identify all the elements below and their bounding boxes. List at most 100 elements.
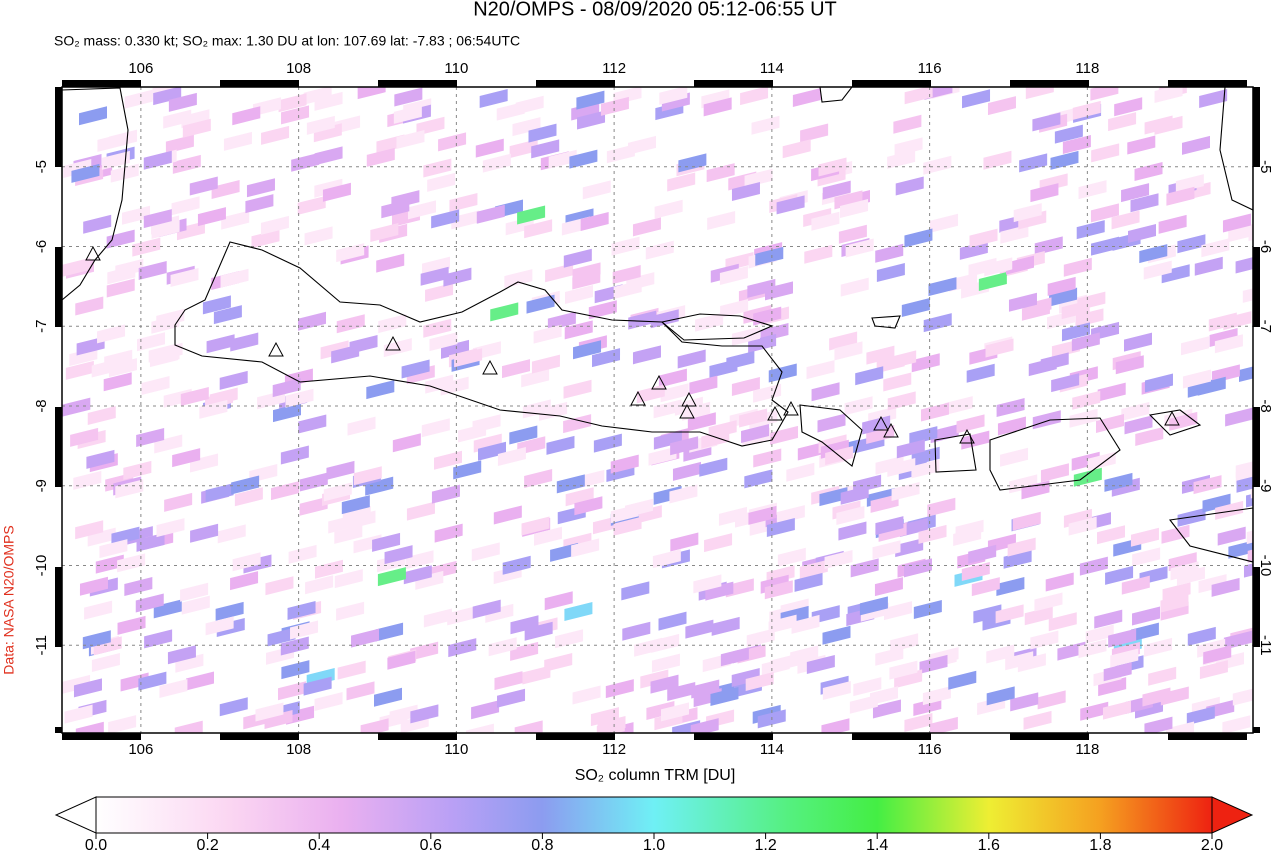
data-pixel <box>415 570 444 590</box>
x-tick-label: 106 <box>128 60 153 77</box>
volcano-marker <box>883 422 899 438</box>
x-tick-label: 112 <box>602 60 626 77</box>
frame-bar <box>55 727 62 733</box>
data-pixel <box>448 638 477 658</box>
data-pixel <box>1115 355 1144 375</box>
data-pixel <box>101 150 130 170</box>
data-pixel <box>1108 628 1137 648</box>
data-pixel <box>63 158 92 178</box>
data-pixel <box>806 655 835 675</box>
data-pixel <box>1028 357 1057 377</box>
data-pixel <box>517 205 546 225</box>
data-pixel <box>1050 150 1079 170</box>
data-pixel <box>326 460 355 480</box>
data-pixel <box>838 224 867 244</box>
data-pixel <box>353 534 382 554</box>
data-pixel <box>136 532 165 552</box>
data-pixel <box>720 299 749 319</box>
data-pixel <box>406 501 435 521</box>
data-pixel <box>512 117 541 137</box>
data-pixel <box>298 311 327 331</box>
data-pixel <box>510 615 539 635</box>
data-pixel <box>1215 500 1244 520</box>
data-pixel <box>314 691 343 711</box>
data-pixel <box>488 637 517 657</box>
data-pixel <box>91 652 120 672</box>
data-pixel <box>610 504 639 524</box>
data-pixel <box>1134 161 1163 181</box>
data-pixel <box>106 278 135 298</box>
y-tick-label: -11 <box>1257 635 1272 656</box>
coastline <box>871 315 901 329</box>
data-pixel <box>246 178 275 198</box>
data-pixel <box>1025 87 1054 100</box>
data-pixel <box>1063 257 1092 277</box>
data-pixel <box>375 622 404 642</box>
data-pixel <box>563 379 592 399</box>
data-pixel <box>563 248 592 268</box>
data-pixel <box>711 616 740 636</box>
data-pixel <box>539 401 568 421</box>
data-pixel <box>322 182 351 202</box>
data-pixel <box>966 363 995 383</box>
frame-bar <box>55 247 62 327</box>
data-pixel <box>1130 527 1159 547</box>
data-pixel <box>524 219 553 239</box>
coastlines <box>62 87 1253 563</box>
data-pixel <box>634 637 663 657</box>
data-pixel <box>1144 637 1173 657</box>
x-tick-label: 106 <box>128 741 153 758</box>
data-pixel <box>565 285 594 305</box>
x-tick-label: 116 <box>918 741 942 758</box>
volcano-marker <box>651 374 667 390</box>
frame-bar <box>536 733 615 740</box>
data-pixel <box>1223 630 1252 650</box>
data-pixel <box>423 318 452 338</box>
data-pixel <box>1203 645 1232 665</box>
data-pixel <box>153 599 182 619</box>
data-pixel <box>986 686 1015 706</box>
volcano-marker <box>681 391 697 407</box>
data-pixel <box>645 240 674 260</box>
data-pixel <box>768 363 797 383</box>
y-tick-label: -9 <box>33 479 50 492</box>
data-pixel <box>866 345 895 365</box>
data-pixel <box>747 278 776 298</box>
data-pixel <box>502 555 531 575</box>
data-pixel <box>811 211 840 231</box>
data-pixel <box>1005 651 1034 671</box>
data-pixel <box>806 360 835 380</box>
data-pixel <box>887 149 916 169</box>
data-pixel <box>544 591 573 611</box>
colorbar-over <box>1211 796 1254 834</box>
data-pixel <box>255 702 284 722</box>
data-pixel <box>853 677 882 697</box>
data-pixel <box>1123 332 1152 352</box>
data-pixel <box>1158 214 1187 234</box>
data-pixel <box>232 106 261 126</box>
x-tick-label: 114 <box>760 60 784 77</box>
data-pixel <box>876 354 905 374</box>
data-pixel <box>232 552 261 572</box>
data-pixel <box>1072 390 1101 410</box>
data-pixel <box>272 403 301 423</box>
data-pixel <box>476 204 505 224</box>
data-pixel <box>260 215 289 235</box>
data-pixel <box>695 312 724 332</box>
data-pixel <box>913 599 942 619</box>
frame-bar <box>1253 567 1260 647</box>
data-pixel <box>314 91 343 111</box>
data-pixel <box>117 615 146 635</box>
data-pixel <box>62 257 91 277</box>
data-pixel <box>689 375 718 395</box>
data-pixel <box>190 523 219 543</box>
data-pixel <box>632 217 661 237</box>
frame-bar <box>1253 247 1260 327</box>
data-pixel <box>588 300 617 320</box>
data-pixel <box>170 267 199 287</box>
data-pixel <box>376 253 405 273</box>
data-pixel <box>564 320 593 340</box>
data-pixel <box>918 524 947 544</box>
data-pixel <box>172 448 201 468</box>
